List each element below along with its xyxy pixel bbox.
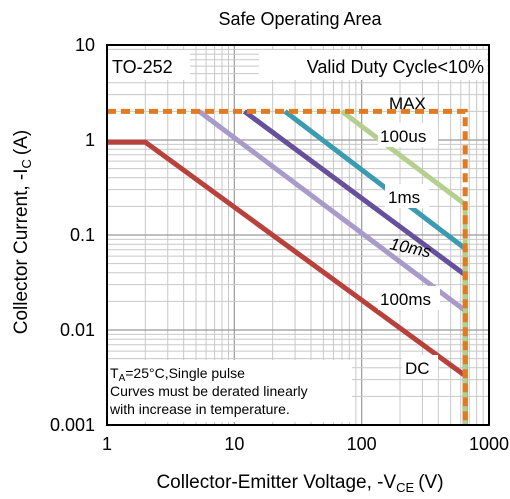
y-axis-label: Collector Current, -IC(A) bbox=[11, 130, 34, 335]
package-label-box bbox=[108, 50, 190, 80]
x-tick-label: 1000 bbox=[469, 434, 509, 454]
note-line-3: with increase in temperature. bbox=[109, 401, 290, 417]
label-box-1ms bbox=[385, 184, 429, 208]
x-tick-label: 10 bbox=[224, 434, 244, 454]
series-label-1ms: 1ms bbox=[388, 188, 420, 207]
series-label-100ms: 100ms bbox=[380, 290, 431, 309]
y-tick-label: 10 bbox=[75, 35, 95, 55]
x-tick-labels: 1 10 100 1000 bbox=[102, 434, 509, 454]
x-tick-label: 100 bbox=[347, 434, 377, 454]
note-box bbox=[108, 360, 352, 422]
x-tick-label: 1 bbox=[102, 434, 112, 454]
duty-label: Valid Duty Cycle<10% bbox=[307, 57, 484, 77]
note-line-2: Curves must be derated linearly bbox=[110, 383, 308, 399]
series-label-dc: DC bbox=[405, 359, 430, 378]
y-tick-label: 1 bbox=[85, 130, 95, 150]
label-box-100ms bbox=[378, 286, 440, 310]
series-label-max: MAX bbox=[389, 94, 426, 113]
label-box-100us bbox=[378, 123, 438, 147]
plot-frame bbox=[106, 44, 490, 426]
y-tick-label: 0.01 bbox=[60, 320, 95, 340]
series-labels: MAX 100us 1ms 10ms 100ms DC bbox=[378, 94, 440, 379]
note-line-1: TA=25°C,Single pulse bbox=[110, 365, 245, 384]
duty-label-box bbox=[259, 50, 487, 80]
y-tick-labels: 0.001 0.01 0.1 1 10 bbox=[50, 35, 95, 435]
y-tick-label: 0.1 bbox=[70, 225, 95, 245]
series-label-100us: 100us bbox=[380, 127, 426, 146]
label-box-dc bbox=[402, 355, 438, 379]
x-axis-label: Collector-Emitter Voltage, -VCE (V) bbox=[156, 472, 443, 495]
series-line-max bbox=[107, 108, 468, 425]
y-tick-label: 0.001 bbox=[50, 415, 95, 435]
chart-title: Safe Operating Area bbox=[218, 9, 382, 29]
package-label: TO-252 bbox=[112, 57, 173, 77]
